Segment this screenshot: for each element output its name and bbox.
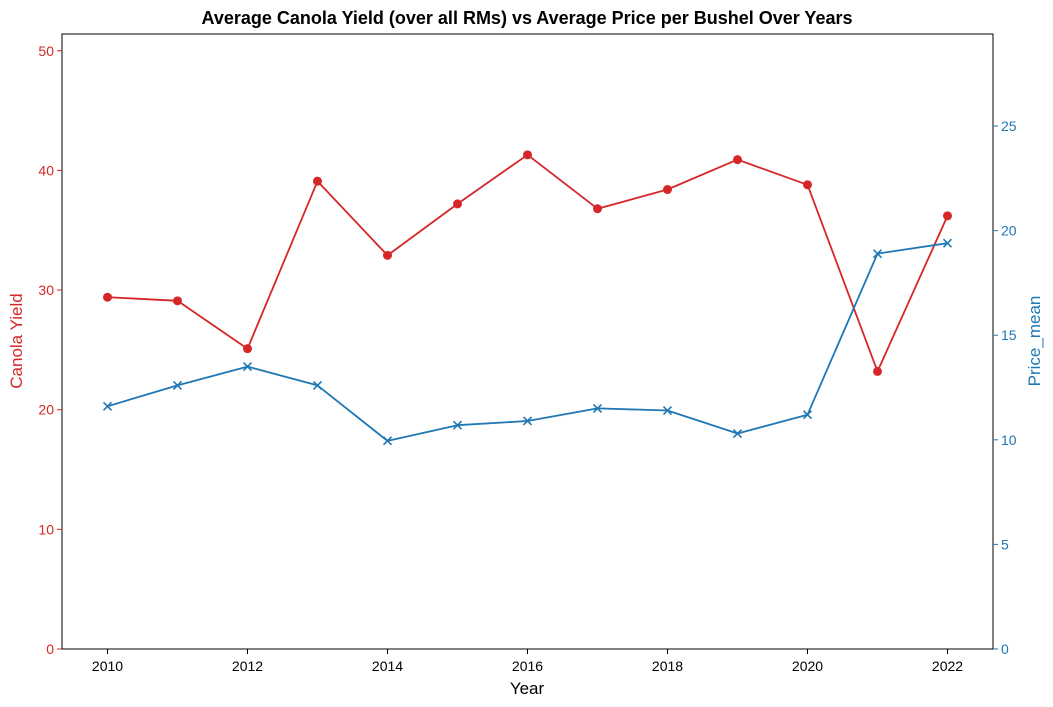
right-y-tick-label: 5	[1001, 536, 1009, 552]
price-mean-point	[522, 416, 533, 426]
price-mean-point	[802, 410, 813, 420]
left-y-tick-label: 30	[38, 282, 54, 298]
canola-yield-point	[593, 204, 602, 214]
canola-yield-point	[453, 199, 462, 209]
left-y-axis-label: Canola Yield	[7, 293, 26, 388]
x-tick-label: 2016	[512, 658, 543, 674]
canola-yield-point	[523, 150, 532, 160]
canola-yield-line	[107, 153, 949, 373]
canola-yield-point	[943, 211, 952, 221]
price-mean-point	[942, 238, 953, 248]
canola-yield-point	[173, 296, 182, 306]
canola-yield-point	[313, 176, 322, 186]
x-tick-label: 2010	[92, 658, 123, 674]
x-axis-label: Year	[510, 679, 545, 698]
left-y-tick-label: 50	[38, 43, 54, 59]
price-mean-point	[102, 401, 113, 411]
x-tick-label: 2018	[652, 658, 683, 674]
price-mean-line	[107, 242, 948, 442]
left-y-tick-label: 20	[38, 402, 54, 418]
canola-yield-point	[733, 155, 742, 165]
right-y-tick-label: 10	[1001, 432, 1017, 448]
price-mean-point	[242, 362, 253, 372]
price-mean-point	[312, 380, 323, 390]
canola-yield-point	[663, 185, 672, 195]
right-y-tick-label: 15	[1001, 327, 1017, 343]
price-mean-point	[382, 436, 393, 446]
chart-title: Average Canola Yield (over all RMs) vs A…	[202, 8, 853, 28]
left-y-tick-label: 10	[38, 521, 54, 537]
right-y-tick-label: 0	[1001, 641, 1009, 657]
left-y-tick-label: 40	[38, 162, 54, 178]
price-mean-point	[592, 403, 603, 414]
canola-yield-point	[243, 344, 252, 354]
price-mean-point	[452, 420, 463, 430]
canola-yield-point	[383, 250, 392, 260]
right-y-tick-label: 20	[1001, 223, 1017, 239]
x-tick-label: 2022	[932, 658, 963, 674]
plot-area: 2010 2012 2014 2016 2018 2020 2022010203040500…	[38, 33, 1017, 674]
canola-yield-point	[803, 180, 812, 190]
price-mean-point	[662, 405, 673, 416]
plot-frame	[61, 33, 994, 650]
x-tick-label: 2014	[372, 658, 403, 674]
x-tick-label: 2012	[232, 658, 263, 674]
canola-yield-point	[873, 366, 882, 376]
price-mean-point	[872, 249, 883, 259]
canola-yield-point	[103, 292, 112, 302]
price-mean-point	[732, 428, 743, 439]
right-y-axis-label: Price_mean	[1025, 296, 1044, 387]
price-mean-point	[172, 380, 183, 390]
right-y-tick-label: 25	[1001, 118, 1017, 134]
left-y-tick-label: 0	[46, 641, 54, 657]
x-tick-label: 2020	[792, 658, 823, 674]
